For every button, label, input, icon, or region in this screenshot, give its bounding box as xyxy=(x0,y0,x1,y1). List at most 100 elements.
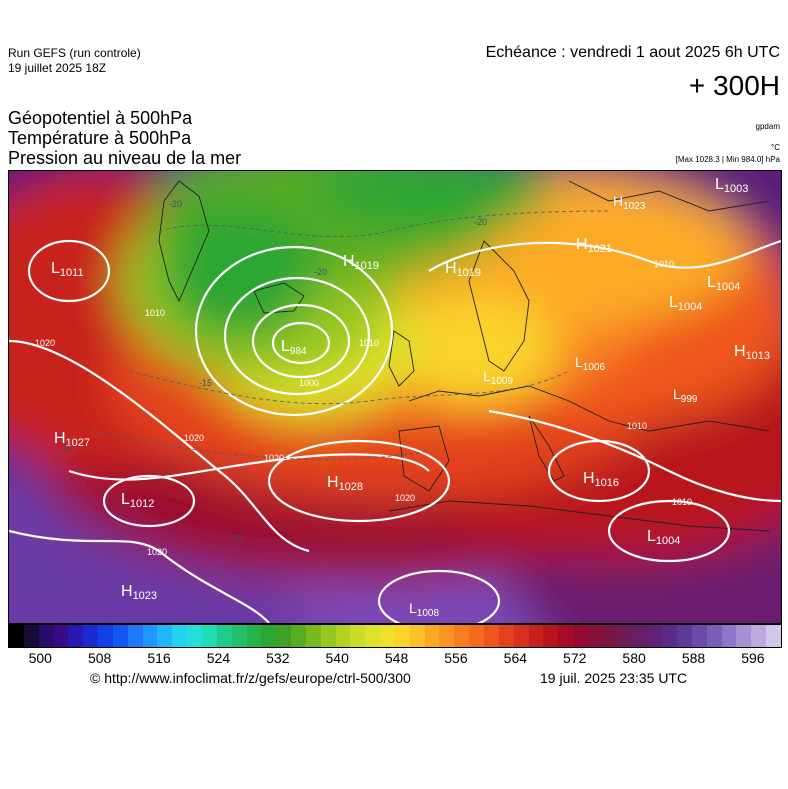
isobars xyxy=(9,239,781,623)
color-swatch xyxy=(68,625,84,647)
color-swatch xyxy=(83,625,99,647)
north-africa-coast xyxy=(388,500,770,532)
isotherm-label: -20 xyxy=(314,267,327,277)
center-h-1027: H1027 xyxy=(54,430,90,449)
color-scale-tick: 548 xyxy=(384,650,409,666)
color-scale-tick: 572 xyxy=(563,650,587,666)
isotherm-label: -20 xyxy=(474,217,487,227)
isobar-label: 1010 xyxy=(654,259,674,269)
color-scale-tick: 596 xyxy=(741,650,765,666)
color-swatch xyxy=(409,625,425,647)
unit-geopotential: gpdam xyxy=(755,122,780,131)
color-swatch xyxy=(172,625,188,647)
color-swatch xyxy=(766,625,781,647)
map-canvas: H1027 H1028 H1023 H1019 H1021 H1023 H101… xyxy=(9,171,781,623)
arctic-coast xyxy=(568,180,770,212)
color-swatch xyxy=(602,625,618,647)
isobar-low-1012 xyxy=(102,474,196,528)
isotherm-label: -15 xyxy=(199,378,212,388)
color-scale-tick: 500 xyxy=(28,650,52,666)
color-swatch xyxy=(394,625,410,647)
color-swatch xyxy=(647,625,663,647)
color-swatch xyxy=(721,625,737,647)
center-l-984: L984 xyxy=(281,338,307,357)
forecast-horizon: + 300H xyxy=(688,70,780,101)
isobar-label: 1020 xyxy=(264,453,284,463)
color-swatch xyxy=(127,625,143,647)
center-l-1004-a: L1004 xyxy=(707,274,740,293)
color-swatch xyxy=(498,625,514,647)
color-swatch xyxy=(157,625,173,647)
color-swatch xyxy=(246,625,262,647)
color-swatch xyxy=(617,625,633,647)
color-swatch xyxy=(380,625,395,647)
isobar-low-1008 xyxy=(377,569,501,623)
color-swatch xyxy=(53,625,69,647)
color-scale-tick: 516 xyxy=(147,650,171,666)
color-swatch xyxy=(691,625,707,647)
color-swatch xyxy=(350,625,366,647)
color-swatch xyxy=(632,625,648,647)
low-984-ring-4 xyxy=(194,245,394,417)
center-l-999: L999 xyxy=(673,386,698,405)
isobar-1010-north xyxy=(428,239,781,272)
color-scale-tick: 508 xyxy=(87,650,112,666)
unit-temperature: °C xyxy=(771,143,780,152)
pressure-center-labels: H1027 H1028 H1023 H1019 H1021 H1023 H101… xyxy=(51,176,770,619)
color-swatch xyxy=(216,625,232,647)
forecast-valid-time: Echéance : vendredi 1 aout 2025 6h UTC xyxy=(485,44,780,61)
isobar-high-1028 xyxy=(267,439,451,523)
isobar-high-1016 xyxy=(547,439,651,503)
center-h-1019-iceland: H1019 xyxy=(343,253,379,272)
color-swatch xyxy=(9,625,24,647)
scandinavia-coast xyxy=(468,240,530,372)
isobar-1020-west xyxy=(9,339,310,553)
generation-timestamp: 19 juil. 2025 23:35 UTC xyxy=(540,670,688,686)
color-swatch xyxy=(676,625,692,647)
color-swatch xyxy=(276,625,292,647)
europe-coast xyxy=(408,385,770,432)
isotherm-label: -10 xyxy=(59,443,72,453)
color-swatch xyxy=(736,625,752,647)
color-swatch xyxy=(98,625,113,647)
title-pressure: Pression au niveau de la mer xyxy=(8,148,242,168)
center-h-1021: H1021 xyxy=(576,236,612,255)
isotherm-label: -20 xyxy=(169,199,182,209)
center-h-1019: H1019 xyxy=(445,260,481,279)
isotherm-value-labels: -20 -20 -20 -15 -10 -10 xyxy=(59,199,487,543)
greenland-coast xyxy=(158,180,210,303)
color-swatch xyxy=(751,625,767,647)
color-scale-tick: 564 xyxy=(503,650,528,666)
isotherm-label: -10 xyxy=(229,533,242,543)
run-date: 19 juillet 2025 18Z xyxy=(8,61,107,75)
isobar-label: 1010 xyxy=(359,338,379,348)
color-swatch xyxy=(201,625,217,647)
color-swatch xyxy=(558,625,574,647)
center-h-1023: H1023 xyxy=(121,583,157,602)
color-scale-tick: 524 xyxy=(206,650,231,666)
low-984-ring-1 xyxy=(271,321,331,365)
isobar-low-1011 xyxy=(27,239,111,303)
color-swatch xyxy=(187,625,202,647)
color-scale-ticks: 5005085165245325405485565645725805885966… xyxy=(8,650,780,668)
color-swatch xyxy=(365,625,381,647)
color-swatch xyxy=(513,625,529,647)
color-swatch xyxy=(424,625,440,647)
title-geopotential: Géopotentiel à 500hPa xyxy=(8,108,193,128)
color-swatch xyxy=(38,625,54,647)
center-l-1004-c: L1004 xyxy=(647,528,680,547)
color-swatch xyxy=(543,625,559,647)
color-swatch xyxy=(335,625,351,647)
isobar-low-1004-south xyxy=(607,499,731,563)
pressure-max-min: [Max 1028.3 | Min 984.0] hPa xyxy=(675,155,780,164)
color-swatch xyxy=(573,625,588,647)
iberia-coast xyxy=(398,425,450,492)
color-swatch xyxy=(142,625,158,647)
color-scale xyxy=(8,624,782,648)
isobar-label: 1020 xyxy=(395,493,415,503)
isobar-label: 1010 xyxy=(145,308,165,318)
color-swatch xyxy=(706,625,722,647)
iceland-coast xyxy=(253,282,305,314)
color-swatch xyxy=(305,625,321,647)
color-swatch xyxy=(662,625,677,647)
